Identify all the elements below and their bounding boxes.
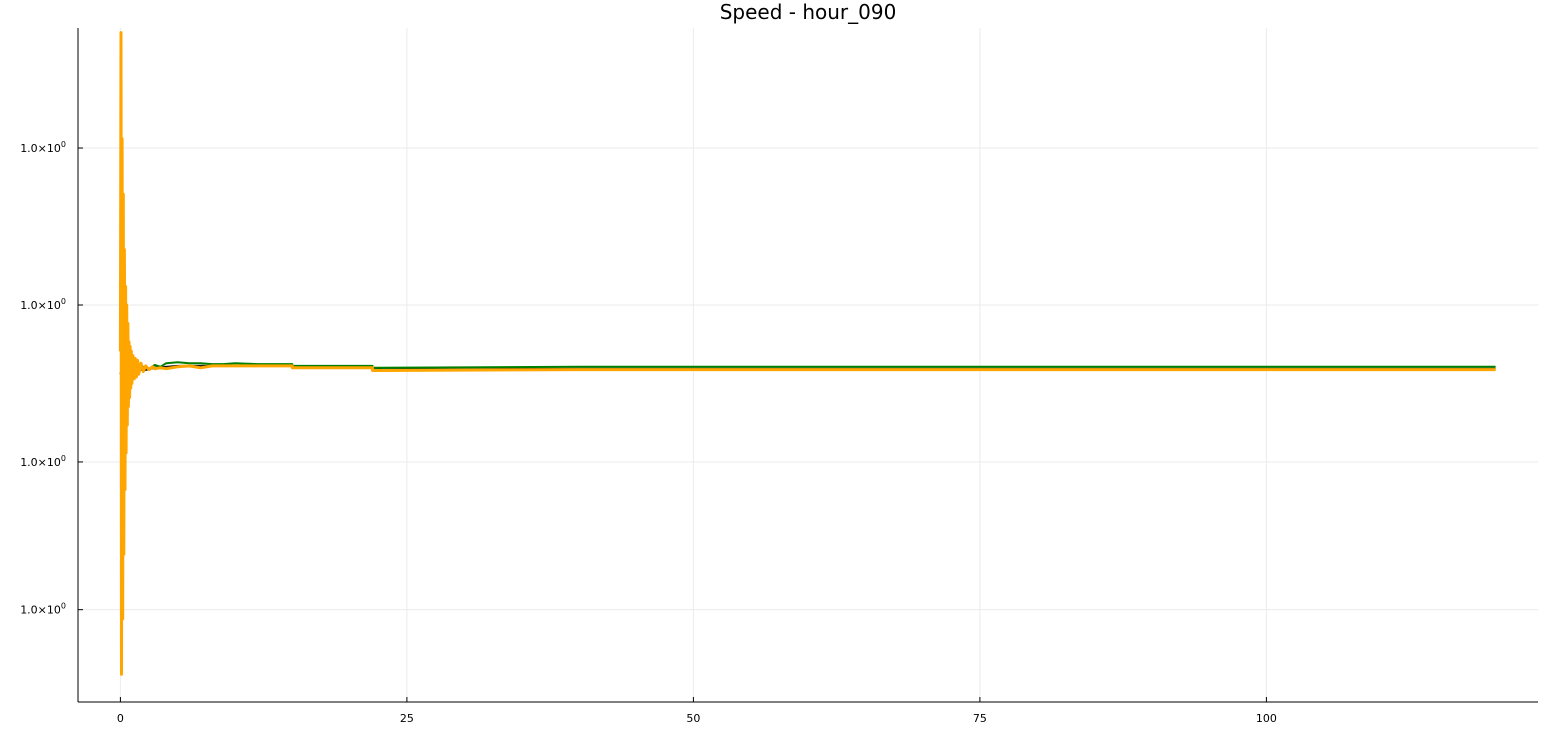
y-tick-label: 1.0×100 xyxy=(20,602,66,617)
y-tick-mantissa: 1.0×10 xyxy=(20,142,61,155)
x-tick-label: 75 xyxy=(973,712,987,725)
x-tick-label: 0 xyxy=(117,712,124,725)
y-tick-mantissa: 1.0×10 xyxy=(20,299,61,312)
y-tick-label: 1.0×100 xyxy=(20,140,66,155)
y-tick-mantissa: 1.0×10 xyxy=(20,604,61,617)
y-tick-exponent: 0 xyxy=(61,454,66,463)
y-tick-label: 1.0×100 xyxy=(20,454,66,469)
series-line-2 xyxy=(118,31,1496,676)
grid-lines xyxy=(78,28,1538,702)
x-tick-label: 50 xyxy=(686,712,700,725)
x-tick-label: 25 xyxy=(400,712,414,725)
y-tick-exponent: 0 xyxy=(61,602,66,611)
x-tick-label: 100 xyxy=(1256,712,1277,725)
y-tick-exponent: 0 xyxy=(61,297,66,306)
y-tick-exponent: 0 xyxy=(61,140,66,149)
plot-axes xyxy=(77,28,1538,703)
y-tick-mantissa: 1.0×10 xyxy=(20,456,61,469)
plot-series xyxy=(118,31,1496,676)
y-tick-label: 1.0×100 xyxy=(20,297,66,312)
chart-title: Speed - hour_090 xyxy=(720,0,897,24)
